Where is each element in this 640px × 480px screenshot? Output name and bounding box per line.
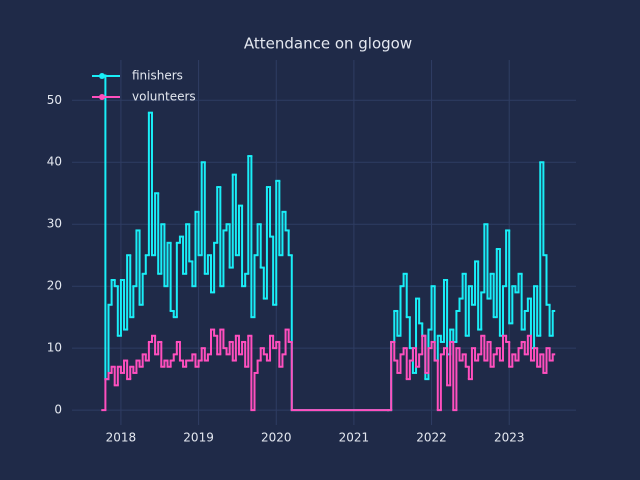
x-tick-label: 2021	[339, 431, 370, 445]
x-tick-label: 2022	[416, 431, 447, 445]
legend-label: finishers	[132, 69, 183, 83]
chart-title: Attendance on glogow	[244, 35, 412, 53]
series-1	[101, 328, 556, 412]
y-tick-label: 30	[47, 217, 62, 231]
y-tick-label: 20	[47, 279, 62, 293]
legend-marker	[99, 73, 105, 79]
x-tick-label: 2019	[183, 431, 214, 445]
x-tick-label: 2018	[106, 431, 137, 445]
x-tick-label: 2023	[494, 431, 525, 445]
legend-label: volunteers	[132, 90, 196, 104]
y-tick-label: 50	[47, 93, 62, 107]
y-tick-label: 0	[54, 403, 62, 417]
y-tick-label: 40	[47, 155, 62, 169]
legend-marker	[99, 94, 105, 100]
y-tick-label: 10	[47, 341, 62, 355]
x-tick-label: 2020	[261, 431, 292, 445]
